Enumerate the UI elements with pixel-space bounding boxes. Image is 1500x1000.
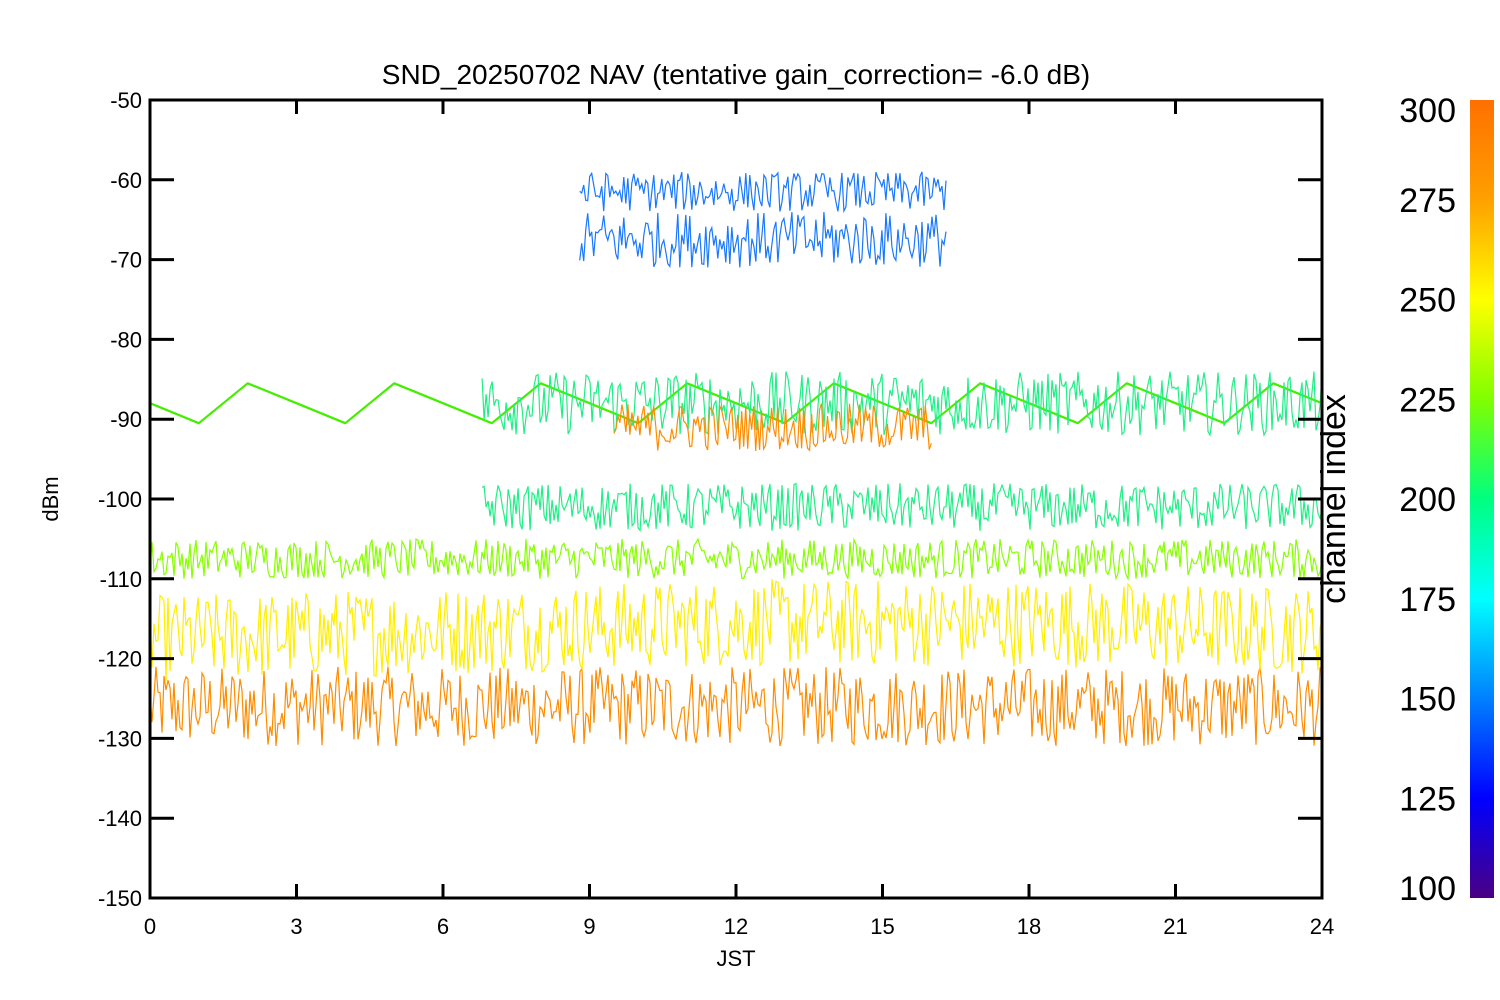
x-tick-label: 12 bbox=[724, 914, 748, 939]
series-trace bbox=[150, 579, 1322, 682]
x-tick-label: 9 bbox=[583, 914, 595, 939]
colorbar-tick-label: 300 bbox=[1399, 92, 1456, 130]
series-trace bbox=[481, 482, 1322, 532]
series-ch290-0 bbox=[150, 666, 1322, 747]
chart-title: SND_20250702 NAV (tentative gain_correct… bbox=[382, 59, 1090, 90]
series-trace bbox=[150, 666, 1322, 747]
y-tick-label: -140 bbox=[98, 806, 142, 831]
x-axis-label: JST bbox=[716, 946, 755, 971]
x-axis: 0 3 6 9 12 15 18 21 24 bbox=[144, 100, 1334, 939]
series-ch245-2 bbox=[150, 537, 1322, 582]
y-tick-label: -130 bbox=[98, 726, 142, 751]
y-tick-label: -50 bbox=[110, 88, 142, 113]
x-tick-label: 3 bbox=[290, 914, 302, 939]
colorbar bbox=[1470, 100, 1494, 898]
colorbar-tick-label: 275 bbox=[1399, 182, 1456, 220]
series-trace bbox=[579, 211, 947, 268]
colorbar-tick-label: 100 bbox=[1399, 870, 1456, 908]
series-trace bbox=[150, 537, 1322, 582]
y-tick-label: -80 bbox=[110, 327, 142, 352]
colorbar-tick-label: 125 bbox=[1399, 780, 1456, 818]
x-tick-label: 6 bbox=[437, 914, 449, 939]
series-trace bbox=[579, 171, 947, 214]
series-line bbox=[150, 382, 1322, 425]
series-trace bbox=[613, 403, 932, 452]
y-tick-label: -90 bbox=[110, 407, 142, 432]
plot-area bbox=[150, 171, 1322, 747]
colorbar-tick-label: 250 bbox=[1399, 282, 1456, 320]
colorbar-tick-label: 200 bbox=[1399, 481, 1456, 519]
y-axis-label: dBm bbox=[38, 476, 63, 521]
colorbar-ticks: 300 275 250 225 200 175 150 125 100 bbox=[1399, 92, 1456, 908]
y-tick-label: -120 bbox=[98, 647, 142, 672]
series-ch270-1 bbox=[150, 579, 1322, 682]
colorbar-label: channel index bbox=[1315, 394, 1353, 604]
y-tick-label: -60 bbox=[110, 168, 142, 193]
colorbar-tick-label: 150 bbox=[1399, 681, 1456, 719]
series-ch160-6 bbox=[579, 171, 947, 214]
colorbar-tick-label: 175 bbox=[1399, 581, 1456, 619]
y-axis: -50 -60 -70 -80 -90 -100 -110 -120 -130 -140 -150 bbox=[98, 88, 1322, 911]
series-ch215-4 bbox=[481, 371, 1322, 437]
series-ch285-8 bbox=[613, 403, 932, 452]
x-tick-label: 0 bbox=[144, 914, 156, 939]
y-tick-label: -70 bbox=[110, 248, 142, 273]
series-ch160-7 bbox=[579, 211, 947, 268]
x-tick-label: 24 bbox=[1310, 914, 1334, 939]
series-ch240-3 bbox=[150, 382, 1322, 425]
y-tick-label: -110 bbox=[100, 567, 142, 592]
series-ch205-5 bbox=[481, 482, 1322, 532]
series-trace bbox=[481, 371, 1322, 437]
y-tick-label: -150 bbox=[98, 886, 142, 911]
colorbar-tick-label: 225 bbox=[1399, 381, 1456, 419]
y-tick-label: -100 bbox=[98, 487, 142, 512]
x-tick-label: 21 bbox=[1163, 914, 1187, 939]
x-tick-label: 18 bbox=[1017, 914, 1041, 939]
x-tick-label: 15 bbox=[870, 914, 894, 939]
